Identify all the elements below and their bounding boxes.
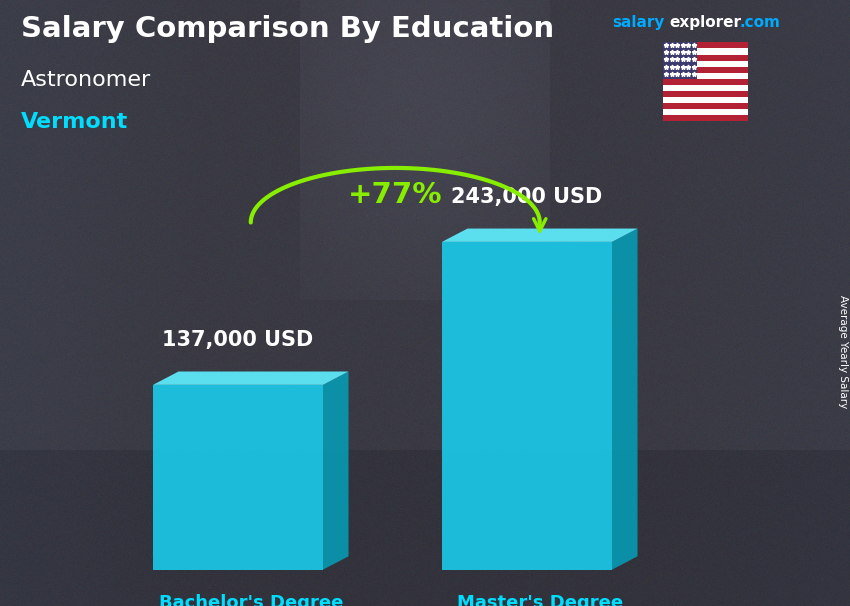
Polygon shape (153, 385, 323, 570)
Text: .com: .com (740, 15, 780, 30)
Bar (663, 73, 748, 79)
Text: Bachelor's Degree: Bachelor's Degree (159, 594, 343, 606)
Text: 243,000 USD: 243,000 USD (451, 187, 603, 207)
Text: +77%: +77% (348, 181, 443, 209)
Polygon shape (442, 242, 612, 570)
Text: Salary Comparison By Education: Salary Comparison By Education (21, 15, 554, 43)
Bar (663, 79, 748, 85)
Polygon shape (153, 371, 348, 385)
Text: Vermont: Vermont (21, 112, 128, 132)
Bar (663, 91, 748, 97)
Bar (663, 42, 748, 48)
Bar (663, 97, 748, 103)
Text: salary: salary (612, 15, 665, 30)
Bar (663, 61, 748, 67)
Bar (663, 42, 697, 79)
Bar (663, 115, 748, 121)
Text: 137,000 USD: 137,000 USD (162, 330, 314, 350)
Text: explorer: explorer (670, 15, 742, 30)
Text: Average Yearly Salary: Average Yearly Salary (838, 295, 848, 408)
Text: Master's Degree: Master's Degree (456, 594, 623, 606)
Bar (663, 55, 748, 61)
Bar (663, 109, 748, 115)
Polygon shape (442, 228, 638, 242)
Bar (663, 48, 748, 55)
Bar (663, 67, 748, 73)
Bar (663, 103, 748, 109)
Text: Astronomer: Astronomer (21, 70, 151, 90)
Bar (663, 85, 748, 91)
Polygon shape (612, 228, 638, 570)
Polygon shape (323, 371, 348, 570)
